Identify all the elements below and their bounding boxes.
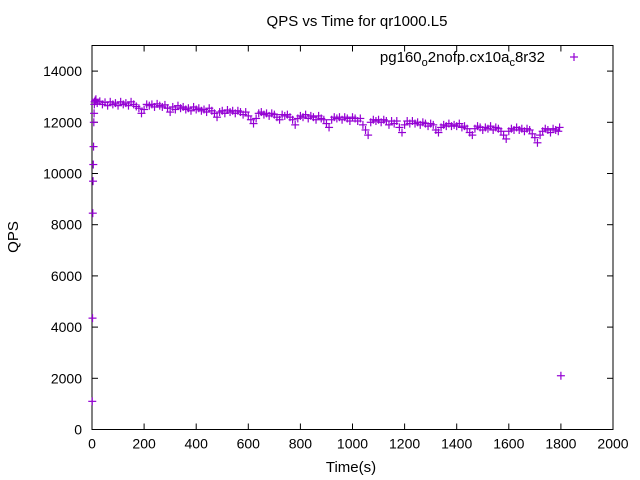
x-tick-label: 1600	[493, 436, 524, 452]
data-point	[89, 142, 98, 151]
data-point	[89, 118, 98, 127]
data-point	[429, 120, 438, 129]
x-tick-label: 1000	[337, 436, 368, 452]
legend: pg160o2nofp.cx10ac8r32	[380, 49, 578, 69]
data-point	[288, 115, 297, 124]
legend-label: pg160o2nofp.cx10ac8r32	[380, 49, 545, 69]
legend-label-sub-1: o	[422, 57, 428, 69]
data-point	[392, 117, 401, 126]
data-point	[140, 105, 149, 114]
x-tick-label: 1200	[389, 436, 420, 452]
y-tick-label: 2000	[51, 370, 82, 386]
x-tick-label: 200	[132, 436, 156, 452]
y-tick-label: 14000	[43, 63, 82, 79]
data-point	[364, 131, 373, 140]
x-tick-label: 1800	[545, 436, 576, 452]
legend-marker-symbol	[570, 53, 578, 61]
data-point	[358, 120, 367, 129]
data-point	[89, 160, 98, 169]
data-point	[468, 131, 477, 140]
data-point	[91, 95, 100, 104]
y-tick-label: 8000	[51, 217, 82, 233]
y-axis-ticks: 0 2000 4000 6000 8000 10000 12000 14000	[43, 63, 613, 438]
data-point	[166, 108, 175, 117]
data-point	[555, 123, 564, 132]
data-point	[275, 115, 284, 124]
legend-label-sub-2: c	[509, 57, 515, 69]
data-point	[89, 177, 98, 186]
data-point	[434, 128, 443, 137]
y-tick-label: 6000	[51, 268, 82, 284]
x-axis-label: Time(s)	[326, 459, 376, 476]
legend-marker	[570, 53, 578, 61]
legend-label-part-3: 8r32	[515, 49, 545, 66]
data-point	[134, 104, 143, 113]
y-tick-label: 12000	[43, 114, 82, 130]
data-point	[213, 113, 222, 122]
legend-label-part-1: pg160	[380, 49, 422, 66]
data-point	[530, 133, 539, 142]
x-tick-label: 800	[289, 436, 313, 452]
x-tick-label: 0	[88, 436, 96, 452]
data-point	[361, 125, 370, 134]
data-point	[356, 114, 365, 123]
data-point	[88, 397, 97, 406]
plot-frame	[91, 45, 614, 430]
x-tick-label: 2000	[597, 436, 628, 452]
y-tick-label: 10000	[43, 166, 82, 182]
data-point	[395, 123, 404, 132]
data-point	[252, 114, 261, 123]
chart-title: QPS vs Time for qr1000.L5	[267, 13, 448, 30]
data-point	[502, 134, 511, 143]
data-point	[291, 120, 300, 129]
data-point	[325, 123, 334, 132]
y-tick-label: 0	[74, 422, 82, 438]
y-axis-label: QPS	[5, 221, 22, 253]
data-point	[533, 138, 542, 147]
data-point	[88, 314, 97, 323]
data-point	[90, 109, 99, 118]
data-points	[88, 95, 565, 406]
y-tick-label: 4000	[51, 319, 82, 335]
data-point	[556, 371, 565, 380]
x-tick-label: 1400	[441, 436, 472, 452]
data-point	[88, 209, 97, 218]
x-axis-ticks: 0 200 400 600 800 1000 1200 1400 1600 1800 2000	[88, 45, 629, 452]
x-tick-label: 400	[185, 436, 209, 452]
data-point	[397, 128, 406, 137]
legend-label-part-2: 2nofp.cx10a	[428, 49, 510, 66]
data-point	[249, 119, 258, 128]
data-point	[554, 127, 563, 136]
x-tick-label: 600	[237, 436, 261, 452]
